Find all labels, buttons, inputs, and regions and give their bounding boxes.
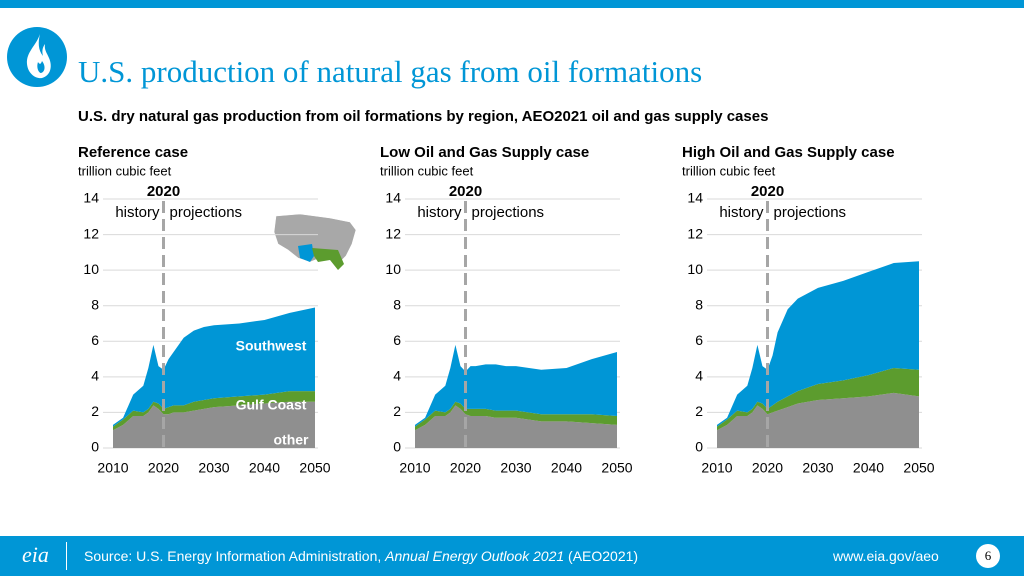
projections-label: projections — [170, 204, 243, 221]
panel-title: Low Oil and Gas Supply case — [380, 144, 589, 161]
slide-canvas: U.S. production of natural gas from oil … — [0, 0, 1024, 476]
x-tick-label: 2040 — [853, 460, 884, 476]
y-tick-label: 2 — [393, 403, 401, 419]
history-label: history — [115, 204, 160, 221]
divider-year: 2020 — [449, 183, 482, 200]
y-tick-label: 12 — [687, 225, 703, 241]
area-series — [113, 307, 315, 427]
y-tick-label: 4 — [695, 368, 703, 384]
map-southwest — [298, 244, 314, 262]
x-tick-label: 2040 — [249, 460, 280, 476]
y-tick-label: 6 — [695, 332, 703, 348]
area-series — [113, 391, 315, 431]
slide-title: U.S. production of natural gas from oil … — [78, 54, 702, 89]
y-axis-unit: trillion cubic feet — [78, 163, 172, 178]
x-tick-label: 2020 — [450, 460, 481, 476]
page-number: 6 — [976, 544, 1000, 568]
y-tick-label: 0 — [695, 439, 703, 455]
x-tick-label: 2050 — [601, 460, 632, 476]
y-tick-label: 10 — [385, 261, 401, 277]
history-label: history — [719, 204, 764, 221]
y-tick-label: 8 — [695, 296, 703, 312]
y-tick-label: 4 — [393, 368, 401, 384]
y-tick-label: 6 — [393, 332, 401, 348]
source-note: Source: U.S. Energy Information Administ… — [84, 548, 638, 564]
source-suffix: (AEO2021) — [564, 548, 639, 564]
series-label: other — [274, 432, 310, 448]
x-tick-label: 2010 — [399, 460, 430, 476]
projections-label: projections — [472, 204, 545, 221]
divider-year: 2020 — [147, 183, 180, 200]
x-tick-label: 2010 — [701, 460, 732, 476]
source-prefix: Source: U.S. Energy Information Administ… — [84, 548, 386, 564]
y-tick-label: 8 — [91, 296, 99, 312]
slide-subtitle: U.S. dry natural gas production from oil… — [78, 108, 768, 125]
projections-label: projections — [774, 204, 847, 221]
footer-url[interactable]: www.eia.gov/aeo — [833, 548, 939, 564]
panel-title: Reference case — [78, 144, 188, 161]
footer-logo: eia — [22, 542, 49, 567]
y-tick-label: 14 — [385, 190, 401, 206]
y-tick-label: 10 — [687, 261, 703, 277]
chart-panel: Low Oil and Gas Supply case trillion cubi… — [380, 144, 633, 476]
y-tick-label: 2 — [91, 403, 99, 419]
divider-year: 2020 — [751, 183, 784, 200]
y-tick-label: 0 — [393, 439, 401, 455]
x-tick-label: 2010 — [97, 460, 128, 476]
x-tick-label: 2050 — [299, 460, 330, 476]
area-series — [717, 367, 919, 431]
chart-panel: Reference case trillion cubic feet 0 2 4 6 8 10… — [78, 144, 331, 476]
x-tick-label: 2030 — [500, 460, 531, 476]
y-tick-label: 12 — [83, 225, 99, 241]
y-tick-label: 14 — [687, 190, 703, 206]
x-tick-label: 2020 — [752, 460, 783, 476]
y-tick-label: 6 — [91, 332, 99, 348]
y-axis-unit: trillion cubic feet — [380, 163, 474, 178]
y-tick-label: 10 — [83, 261, 99, 277]
x-tick-label: 2030 — [198, 460, 229, 476]
y-tick-label: 12 — [385, 225, 401, 241]
chart-panel: High Oil and Gas Supply case trillion cub… — [682, 144, 935, 476]
series-label: Southwest — [236, 338, 307, 354]
x-tick-label: 2030 — [802, 460, 833, 476]
y-tick-label: 2 — [695, 403, 703, 419]
map-gulf — [312, 248, 344, 270]
y-tick-label: 0 — [91, 439, 99, 455]
top-bar — [0, 0, 1024, 8]
x-tick-label: 2040 — [551, 460, 582, 476]
y-tick-label: 8 — [393, 296, 401, 312]
series-label: Gulf Coast — [236, 397, 307, 413]
y-tick-label: 4 — [91, 368, 99, 384]
history-label: history — [417, 204, 462, 221]
x-tick-label: 2020 — [148, 460, 179, 476]
y-tick-label: 14 — [83, 190, 99, 206]
flame-icon — [26, 34, 51, 79]
footer-divider — [66, 542, 67, 570]
x-tick-label: 2050 — [903, 460, 934, 476]
footer-bar: eia Source: U.S. Energy Information Admi… — [0, 536, 1024, 576]
panel-title: High Oil and Gas Supply case — [682, 144, 895, 161]
y-axis-unit: trillion cubic feet — [682, 163, 776, 178]
us-map — [273, 213, 357, 270]
area-series — [717, 392, 919, 448]
source-title: Annual Energy Outlook 2021 — [385, 548, 565, 564]
